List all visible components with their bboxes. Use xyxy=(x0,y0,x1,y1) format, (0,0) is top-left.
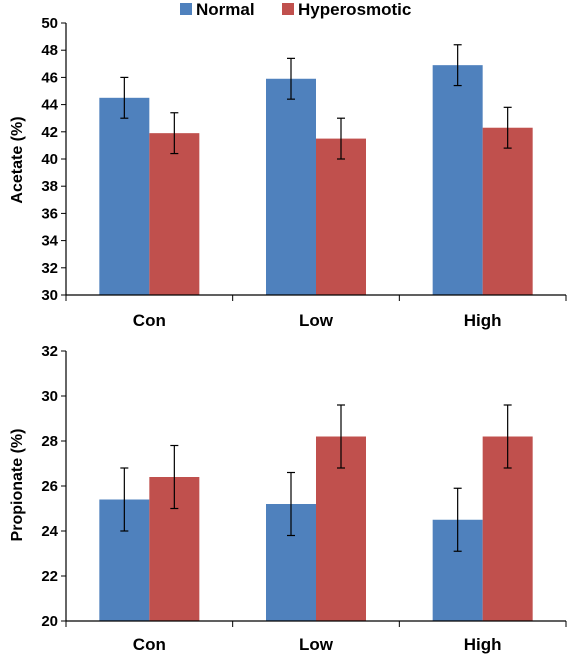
legend-swatch-normal xyxy=(180,3,192,15)
propionate-y-tick-label: 22 xyxy=(41,568,58,585)
legend-label-hyperosmotic: Hyperosmotic xyxy=(298,0,411,19)
acetate-y-tick-label: 50 xyxy=(41,15,58,32)
acetate-bar-normal-low xyxy=(266,78,316,295)
acetate-y-tick-label: 42 xyxy=(41,124,58,141)
acetate-y-tick-label: 34 xyxy=(41,233,58,250)
propionate-category-label: High xyxy=(464,635,502,654)
acetate-bar-normal-high xyxy=(432,65,483,295)
acetate-chart: Acetate (%) 30 32 34 36 38 40 42 44 46 48 50 Con Low… xyxy=(9,15,567,330)
acetate-y-tick-label: 30 xyxy=(41,287,58,304)
propionate-y-tick-label: 30 xyxy=(41,388,58,405)
propionate-y-tick-label: 20 xyxy=(41,613,58,630)
propionate-y-tick-label: 24 xyxy=(41,523,58,540)
propionate-y-axis-label: Propionate (%) xyxy=(9,429,26,542)
acetate-y-tick-label: 48 xyxy=(41,42,58,59)
propionate-y-tick-label: 26 xyxy=(41,478,58,495)
acetate-bar-hyperosmotic-con xyxy=(149,133,200,295)
acetate-y-tick-label: 40 xyxy=(41,151,58,168)
acetate-y-tick-label: 44 xyxy=(41,97,58,114)
acetate-bar-hyperosmotic-high xyxy=(482,127,533,295)
propionate-y-tick-label: 28 xyxy=(41,433,58,450)
legend: Normal Hyperosmotic xyxy=(180,0,411,19)
acetate-y-tick-label: 32 xyxy=(41,260,58,277)
acetate-category-label: Con xyxy=(133,311,166,330)
legend-swatch-hyperosmotic xyxy=(282,3,294,15)
acetate-bar-normal-con xyxy=(99,97,150,295)
legend-label-normal: Normal xyxy=(196,0,255,19)
propionate-category-label: Con xyxy=(133,635,166,654)
acetate-category-label: High xyxy=(464,311,502,330)
acetate-category-label: Low xyxy=(299,311,334,330)
acetate-y-tick-label: 36 xyxy=(41,205,58,222)
acetate-y-tick-label: 38 xyxy=(41,178,58,195)
propionate-y-tick-label: 32 xyxy=(41,343,58,360)
acetate-y-axis-label: Acetate (%) xyxy=(9,116,26,203)
propionate-chart: Propionate (%) 20 22 24 26 28 30 32 Con Low High xyxy=(9,343,567,654)
propionate-category-label: Low xyxy=(299,635,334,654)
acetate-bar-hyperosmotic-low xyxy=(316,138,366,295)
acetate-y-tick-label: 46 xyxy=(41,69,58,86)
